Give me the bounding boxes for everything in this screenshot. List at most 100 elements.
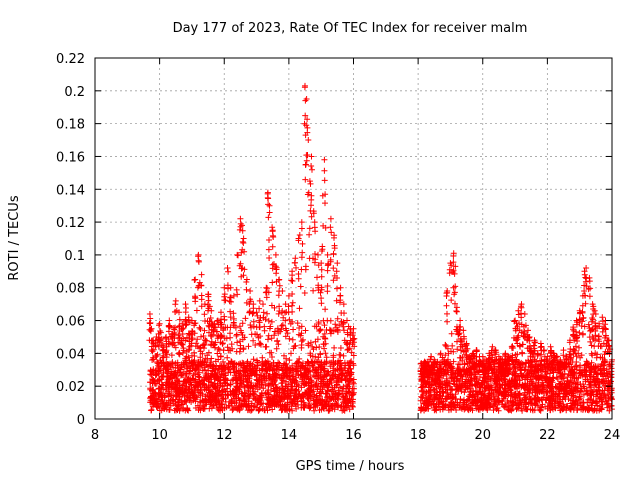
data-point (254, 357, 260, 364)
data-point (586, 293, 593, 300)
data-point (302, 263, 309, 270)
data-point (236, 374, 243, 381)
data-point (247, 382, 254, 389)
data-point (300, 336, 306, 343)
data-point (250, 395, 257, 402)
data-point (306, 231, 313, 238)
grid-layer (95, 58, 612, 419)
data-point (327, 330, 334, 337)
data-point (247, 322, 254, 328)
data-point (327, 359, 333, 366)
data-point (233, 405, 240, 411)
data-point (304, 395, 311, 402)
data-point (449, 342, 456, 349)
data-point (167, 381, 173, 388)
data-point (224, 344, 231, 351)
data-point (173, 405, 180, 412)
data-point (307, 180, 314, 187)
data-point (211, 376, 218, 383)
data-point (289, 272, 296, 279)
data-point (338, 371, 345, 378)
data-point (179, 401, 186, 407)
data-point (221, 293, 228, 300)
data-point (287, 396, 294, 402)
data-point (213, 397, 220, 404)
data-point (246, 365, 253, 372)
data-point (328, 388, 335, 395)
data-point (283, 355, 290, 362)
data-point (296, 355, 303, 362)
data-point (192, 298, 199, 305)
data-point (312, 373, 319, 380)
data-point (309, 360, 316, 367)
data-point (274, 366, 281, 373)
data-point (227, 381, 234, 388)
data-point (315, 320, 322, 327)
data-point (147, 320, 154, 327)
data-point (518, 304, 525, 311)
data-point (343, 388, 349, 395)
data-point (310, 384, 317, 391)
data-point (178, 386, 185, 393)
data-point (322, 200, 328, 207)
data-point (330, 250, 337, 257)
data-point (286, 335, 293, 342)
data-point (302, 161, 309, 168)
data-point (324, 267, 331, 274)
data-point (192, 320, 199, 327)
data-point (279, 288, 286, 294)
data-point (205, 322, 212, 329)
data-point (208, 355, 215, 362)
data-point (341, 407, 348, 414)
data-point (176, 407, 183, 414)
data-point (271, 328, 278, 335)
data-point (239, 320, 246, 327)
data-point (312, 400, 319, 407)
data-point (252, 382, 259, 389)
data-point (275, 341, 282, 348)
data-point (310, 372, 317, 379)
data-point (588, 342, 595, 349)
data-point (261, 375, 268, 382)
data-point (311, 323, 318, 330)
data-point (191, 379, 198, 386)
data-point (325, 368, 331, 375)
data-point (335, 396, 342, 403)
data-point (228, 341, 235, 348)
data-point (298, 338, 305, 345)
data-point (236, 323, 243, 330)
data-point (201, 358, 208, 365)
data-point (288, 350, 294, 357)
data-point (334, 326, 341, 333)
data-point (199, 391, 206, 398)
data-point (330, 367, 337, 374)
data-point (182, 309, 189, 316)
data-point (159, 394, 166, 401)
data-point (275, 330, 282, 337)
data-point (214, 350, 221, 357)
data-point (233, 399, 240, 406)
data-point (215, 345, 222, 352)
data-point (244, 372, 251, 379)
data-point (320, 333, 327, 340)
data-point (256, 297, 263, 304)
data-point (182, 397, 189, 404)
data-point (322, 350, 329, 357)
data-point (261, 407, 268, 414)
data-point (326, 377, 333, 384)
data-point (165, 376, 172, 383)
data-point (537, 344, 544, 351)
data-point (172, 301, 179, 308)
data-point (276, 386, 283, 392)
data-point (321, 167, 328, 174)
data-point (155, 385, 162, 392)
data-point (168, 352, 175, 359)
data-point (192, 383, 199, 390)
data-point (174, 359, 181, 366)
data-point (222, 364, 229, 371)
data-point (288, 386, 294, 393)
data-point (308, 196, 315, 203)
data-point (182, 384, 189, 391)
data-point (304, 152, 311, 158)
data-point (266, 325, 273, 332)
